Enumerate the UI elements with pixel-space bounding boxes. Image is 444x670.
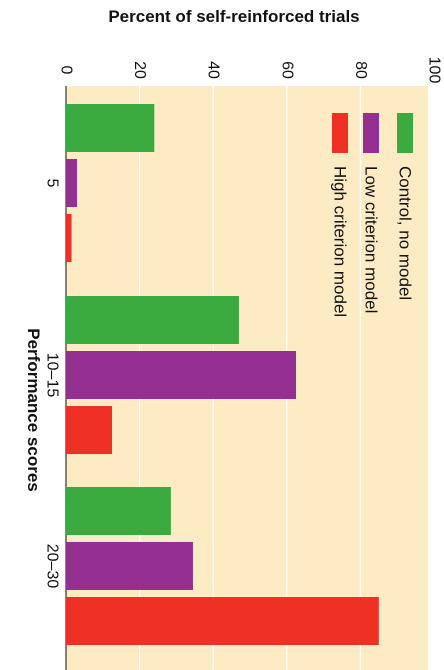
category-tick-labels: 5 10–15 20–30 <box>44 179 61 589</box>
legend-label: High criterion model <box>331 166 350 317</box>
value-tick-label: 100 <box>426 57 443 84</box>
legend-label-group: High criterion model <box>331 166 350 317</box>
value-tick-label: 0 <box>58 66 75 75</box>
bar <box>66 214 72 262</box>
legend-label-group: Control, no model <box>396 166 415 300</box>
value-tick-label-group: 0 <box>58 66 75 75</box>
category-tick-label-group: 5 <box>44 179 61 188</box>
bar <box>66 351 296 399</box>
legend-swatch <box>397 113 413 153</box>
category-axis-title-group: Performance scores <box>24 328 43 491</box>
category-tick-label: 5 <box>44 179 61 188</box>
value-tick-label: 20 <box>131 61 148 79</box>
legend: Control, no model Low criterion model High… <box>331 113 415 317</box>
legend-swatch <box>332 113 348 153</box>
bar <box>66 406 112 454</box>
bars-group <box>66 104 379 645</box>
bar <box>66 296 239 344</box>
value-tick-label-group: 60 <box>278 61 295 79</box>
bar <box>66 104 155 152</box>
category-tick-label-group: 10–15 <box>44 353 61 398</box>
category-tick-label: 10–15 <box>44 353 61 398</box>
legend-swatch <box>363 113 379 153</box>
value-tick-label-group: 80 <box>352 61 369 79</box>
value-tick-labels: 0 20 40 60 80 100 <box>58 57 443 84</box>
value-tick-label-group: 40 <box>205 61 222 79</box>
value-tick-label: 60 <box>278 61 295 79</box>
legend-label: Control, no model <box>396 166 415 300</box>
bar <box>66 487 171 535</box>
legend-label: Low criterion model <box>362 166 381 313</box>
value-tick-label: 80 <box>352 61 369 79</box>
bar <box>66 159 78 207</box>
value-tick-label: 40 <box>205 61 222 79</box>
category-tick-label-group: 20–30 <box>44 544 61 589</box>
bar <box>66 597 379 645</box>
bar <box>66 542 193 590</box>
category-tick-label: 20–30 <box>44 544 61 589</box>
value-axis-title: Percent of self-reinforced trials <box>108 7 359 26</box>
legend-label-group: Low criterion model <box>362 166 381 313</box>
value-tick-label-group: 20 <box>131 61 148 79</box>
category-axis-title: Performance scores <box>24 328 43 491</box>
value-tick-label-group: 100 <box>426 57 443 84</box>
